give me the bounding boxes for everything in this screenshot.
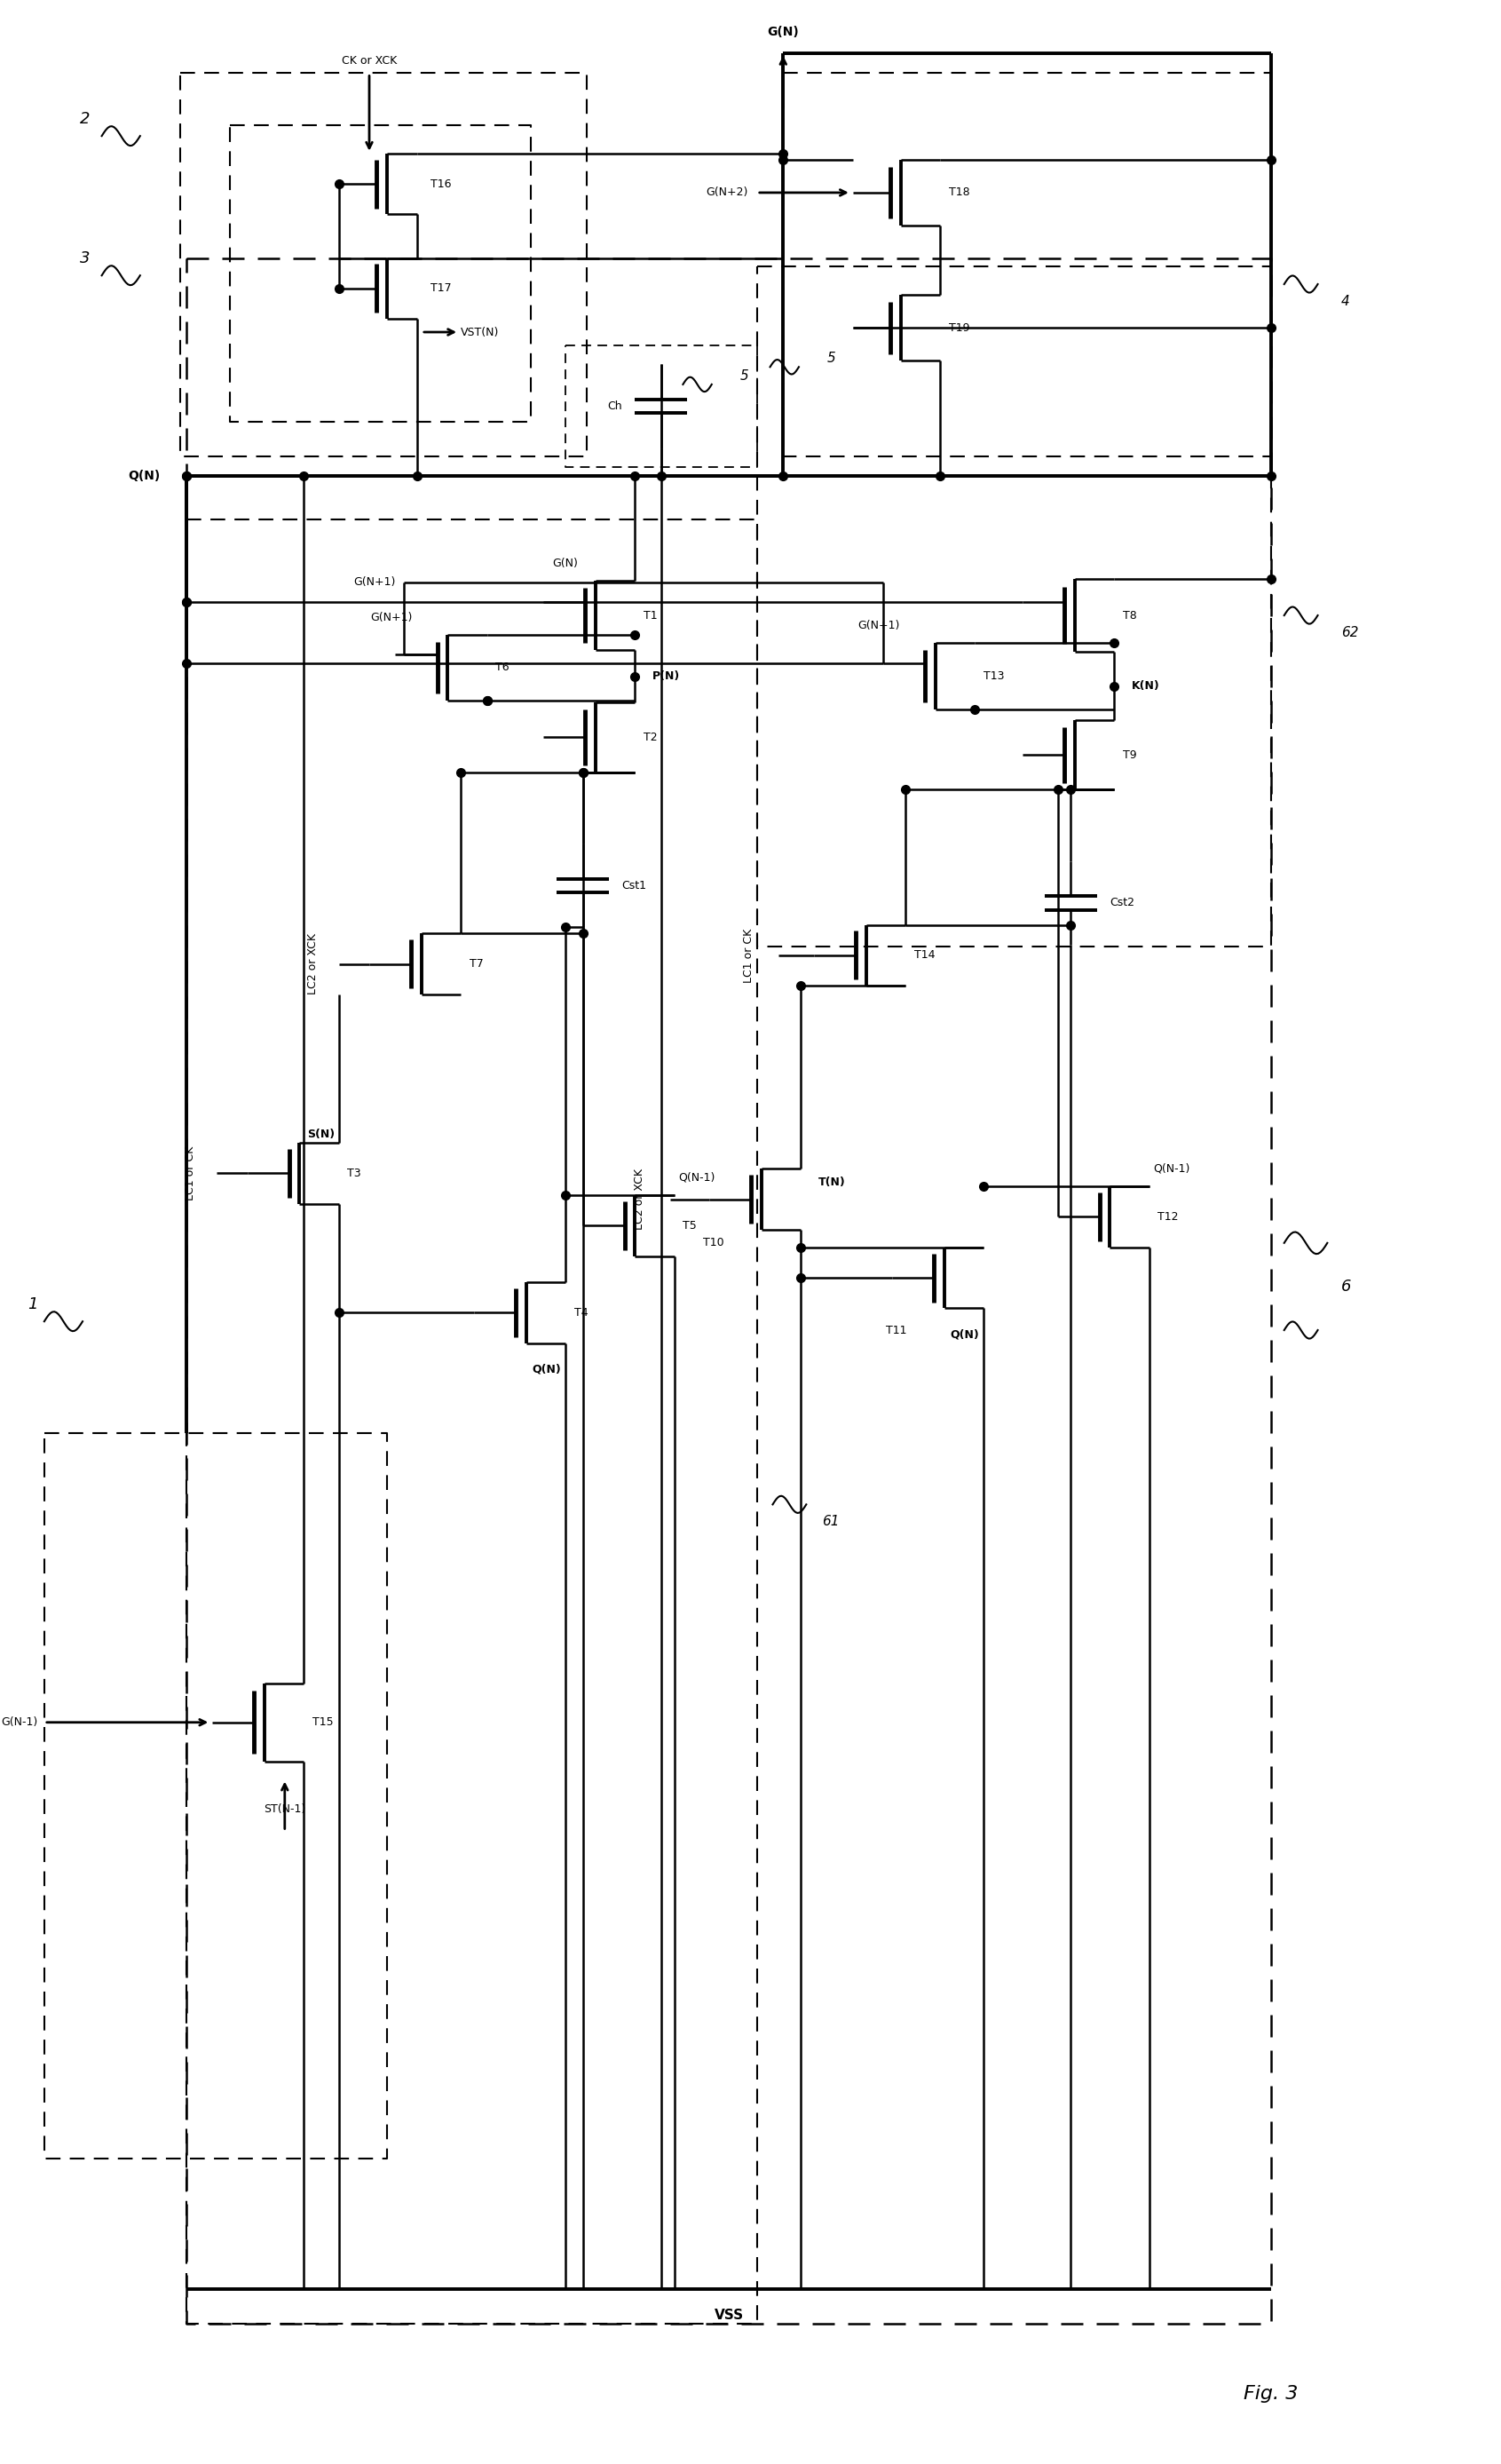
Text: 5: 5	[827, 352, 836, 365]
Text: T18: T18	[949, 187, 970, 200]
Text: LC1 or CK: LC1 or CK	[185, 1146, 197, 1200]
Text: T17: T17	[431, 283, 452, 293]
Text: T(N): T(N)	[818, 1175, 845, 1188]
Text: Cst2: Cst2	[1109, 897, 1135, 909]
Text: T11: T11	[886, 1323, 907, 1335]
Text: 1: 1	[29, 1296, 38, 1311]
Text: K(N): K(N)	[1132, 680, 1160, 692]
Text: Fig. 3: Fig. 3	[1244, 2385, 1298, 2402]
Text: 6: 6	[1340, 1279, 1351, 1294]
Text: T5: T5	[683, 1220, 696, 1232]
Text: G(N+2): G(N+2)	[707, 187, 749, 200]
Text: LC2 or XCK: LC2 or XCK	[306, 934, 318, 995]
Text: S(N): S(N)	[308, 1129, 335, 1141]
Text: G(N): G(N)	[552, 557, 578, 569]
Text: P(N): P(N)	[653, 670, 680, 683]
Text: T12: T12	[1157, 1210, 1178, 1222]
Text: T16: T16	[431, 177, 452, 190]
Text: 5: 5	[740, 370, 747, 382]
Text: T14: T14	[914, 949, 935, 961]
Text: Q(N-1): Q(N-1)	[1153, 1163, 1190, 1175]
Text: G(N+1): G(N+1)	[859, 621, 901, 631]
Text: T3: T3	[347, 1168, 362, 1178]
Text: Q(N-1): Q(N-1)	[678, 1173, 716, 1183]
Text: Q(N): Q(N)	[531, 1363, 561, 1375]
Text: G(N-1): G(N-1)	[2, 1717, 38, 1727]
Text: Q(N): Q(N)	[950, 1328, 979, 1340]
Text: 2: 2	[80, 111, 90, 126]
Text: 62: 62	[1340, 626, 1358, 641]
Text: 4: 4	[1340, 296, 1349, 308]
Text: T2: T2	[644, 732, 657, 744]
Text: 61: 61	[823, 1515, 839, 1528]
Text: Q(N): Q(N)	[128, 471, 161, 483]
Text: LC2 or XCK: LC2 or XCK	[633, 1168, 645, 1230]
Text: VST(N): VST(N)	[461, 325, 500, 338]
Text: G(N): G(N)	[767, 27, 799, 39]
Text: T13: T13	[983, 670, 1004, 683]
Text: T6: T6	[495, 663, 509, 673]
Text: VSS: VSS	[714, 2309, 744, 2321]
Text: T1: T1	[644, 609, 657, 621]
Text: CK or XCK: CK or XCK	[342, 54, 396, 67]
Text: Cst1: Cst1	[621, 880, 647, 892]
Text: T9: T9	[1123, 749, 1136, 761]
Text: T15: T15	[312, 1717, 333, 1727]
Text: T10: T10	[702, 1237, 723, 1249]
Text: T8: T8	[1123, 609, 1136, 621]
Text: T4: T4	[573, 1306, 588, 1318]
Text: Ch: Ch	[608, 402, 621, 411]
Text: T19: T19	[949, 323, 970, 333]
Text: 3: 3	[80, 249, 90, 266]
Text: G(N+1): G(N+1)	[353, 577, 395, 589]
Text: ST(N-1): ST(N-1)	[264, 1804, 306, 1816]
Text: G(N+1): G(N+1)	[371, 611, 413, 623]
Text: T7: T7	[470, 958, 483, 971]
Text: LC1 or CK: LC1 or CK	[743, 929, 754, 983]
